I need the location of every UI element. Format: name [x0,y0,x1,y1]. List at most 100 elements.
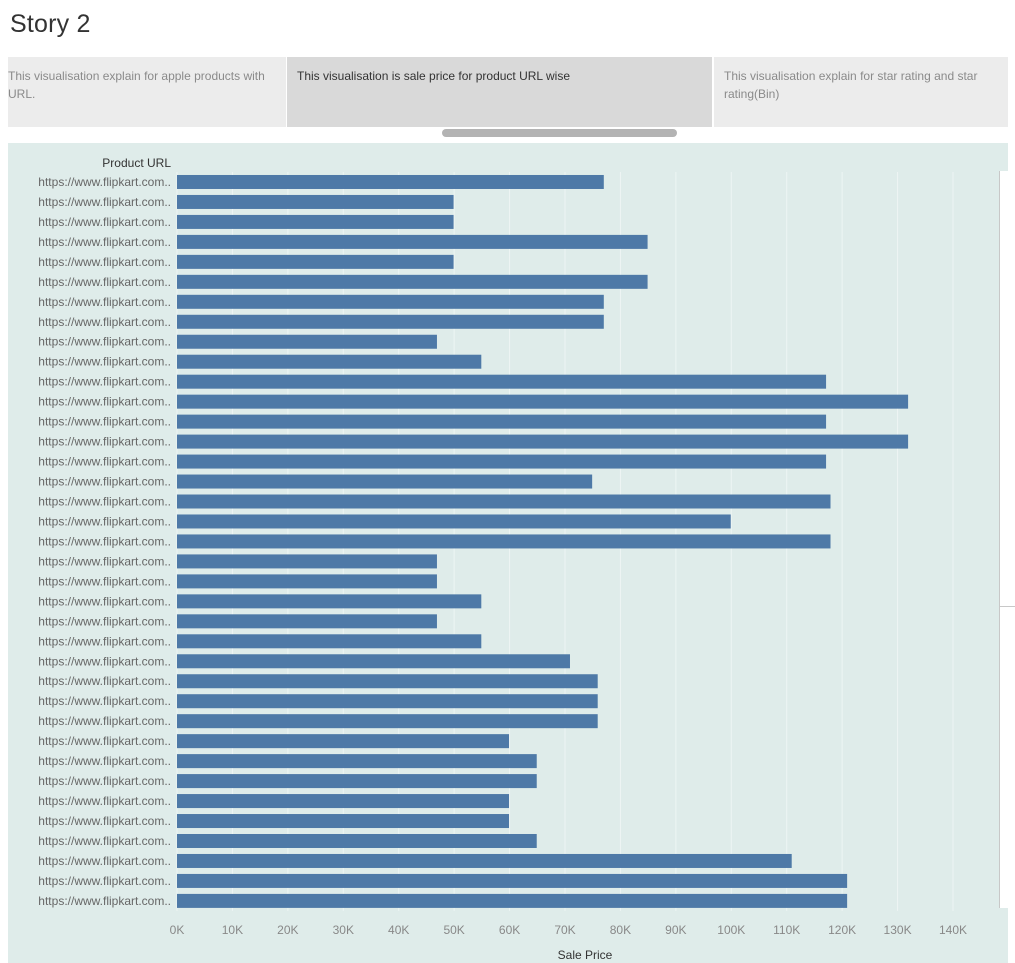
x-tick-label: 50K [443,923,464,937]
bar[interactable] [177,214,454,229]
category-label: https://www.flipkart.com.. [38,415,171,429]
category-label: https://www.flipkart.com.. [38,395,171,409]
x-tick-label: 60K [499,923,520,937]
story-point-2[interactable]: This visualisation is sale price for pro… [287,57,712,127]
story-point-2-caption: This visualisation is sale price for pro… [297,69,570,83]
category-label: https://www.flipkart.com.. [38,355,171,369]
category-label: https://www.flipkart.com.. [38,455,171,469]
bar[interactable] [177,714,598,729]
bar[interactable] [177,774,537,789]
category-label: https://www.flipkart.com.. [38,574,171,588]
x-tick-label: 100K [717,923,745,937]
category-label: https://www.flipkart.com.. [38,215,171,229]
category-label: https://www.flipkart.com.. [38,794,171,808]
bar[interactable] [177,734,510,749]
bar[interactable] [177,853,792,868]
bar[interactable] [177,374,827,389]
category-label: https://www.flipkart.com.. [38,874,171,888]
navigator-scrollbar[interactable] [442,129,677,137]
bar[interactable] [177,434,909,449]
bar[interactable] [177,294,604,309]
category-label: https://www.flipkart.com.. [38,614,171,628]
category-label: https://www.flipkart.com.. [38,754,171,768]
bar[interactable] [177,454,827,469]
category-label: https://www.flipkart.com.. [38,674,171,688]
bar[interactable] [177,494,831,509]
category-label: https://www.flipkart.com.. [38,554,171,568]
category-label: https://www.flipkart.com.. [38,315,171,329]
x-tick-label: 30K [333,923,354,937]
bar[interactable] [177,234,648,249]
y-axis-header: Product URL [102,156,171,170]
category-label: https://www.flipkart.com.. [38,514,171,528]
x-tick-label: 0K [170,923,185,937]
bar[interactable] [177,274,648,289]
story-point-3[interactable]: This visualisation explain for star rati… [714,57,1008,127]
bar[interactable] [177,893,848,908]
bar[interactable] [177,614,437,629]
bar[interactable] [177,334,437,349]
bar[interactable] [177,674,598,689]
bar[interactable] [177,474,593,489]
category-label: https://www.flipkart.com.. [38,195,171,209]
x-tick-label: 40K [388,923,409,937]
bar[interactable] [177,514,731,529]
bar-chart: Product URL https://www.flipkart.com.. htt… [38,156,967,962]
x-tick-label: 90K [665,923,686,937]
category-label: https://www.flipkart.com.. [38,654,171,668]
x-tick-label: 140K [939,923,967,937]
bar[interactable] [177,654,570,669]
category-label: https://www.flipkart.com.. [38,834,171,848]
category-label: https://www.flipkart.com.. [38,634,171,648]
category-label: https://www.flipkart.com.. [38,495,171,509]
bar[interactable] [177,574,437,589]
bar[interactable] [177,314,604,329]
bar[interactable] [177,554,437,569]
bar[interactable] [177,833,537,848]
category-label: https://www.flipkart.com.. [38,594,171,608]
x-tick-label: 20K [277,923,298,937]
x-tick-label: 70K [554,923,575,937]
category-label: https://www.flipkart.com.. [38,734,171,748]
category-label: https://www.flipkart.com.. [38,894,171,908]
category-label: https://www.flipkart.com.. [38,255,171,269]
story-point-3-caption: This visualisation explain for star rati… [724,69,978,101]
story-title: Story 2 [10,10,91,38]
bar[interactable] [177,254,454,269]
category-label: https://www.flipkart.com.. [38,774,171,788]
x-axis-title: Sale Price [558,948,613,962]
category-label: https://www.flipkart.com.. [38,534,171,548]
bar[interactable] [177,174,604,189]
bar[interactable] [177,394,909,409]
category-label: https://www.flipkart.com.. [38,275,171,289]
story-point-1-caption: This visualisation explain for apple pro… [8,69,265,101]
category-label: https://www.flipkart.com.. [38,175,171,189]
category-label: https://www.flipkart.com.. [38,694,171,708]
bar[interactable] [177,754,537,769]
visualization-area: Product URL https://www.flipkart.com.. htt… [8,143,1008,963]
category-label: https://www.flipkart.com.. [38,295,171,309]
category-label: https://www.flipkart.com.. [38,375,171,389]
bar[interactable] [177,414,827,429]
x-tick-label: 10K [222,923,243,937]
vertical-scrollbar[interactable] [999,171,1015,908]
bar[interactable] [177,873,848,888]
vertical-scrollbar-thumb[interactable] [1000,171,1015,607]
bar[interactable] [177,534,831,549]
category-label: https://www.flipkart.com.. [38,714,171,728]
bar[interactable] [177,354,482,369]
x-tick-label: 110K [773,923,800,937]
bar[interactable] [177,594,482,609]
category-label: https://www.flipkart.com.. [38,235,171,249]
story-point-1[interactable]: This visualisation explain for apple pro… [8,57,286,127]
bar[interactable] [177,194,454,209]
x-tick-label: 130K [884,923,912,937]
category-label: https://www.flipkart.com.. [38,475,171,489]
bar[interactable] [177,794,510,809]
bar[interactable] [177,634,482,649]
bar[interactable] [177,694,598,709]
story-navigator: This visualisation explain for apple pro… [8,57,1008,127]
category-label: https://www.flipkart.com.. [38,854,171,868]
category-label: https://www.flipkart.com.. [38,335,171,349]
bar[interactable] [177,814,510,829]
